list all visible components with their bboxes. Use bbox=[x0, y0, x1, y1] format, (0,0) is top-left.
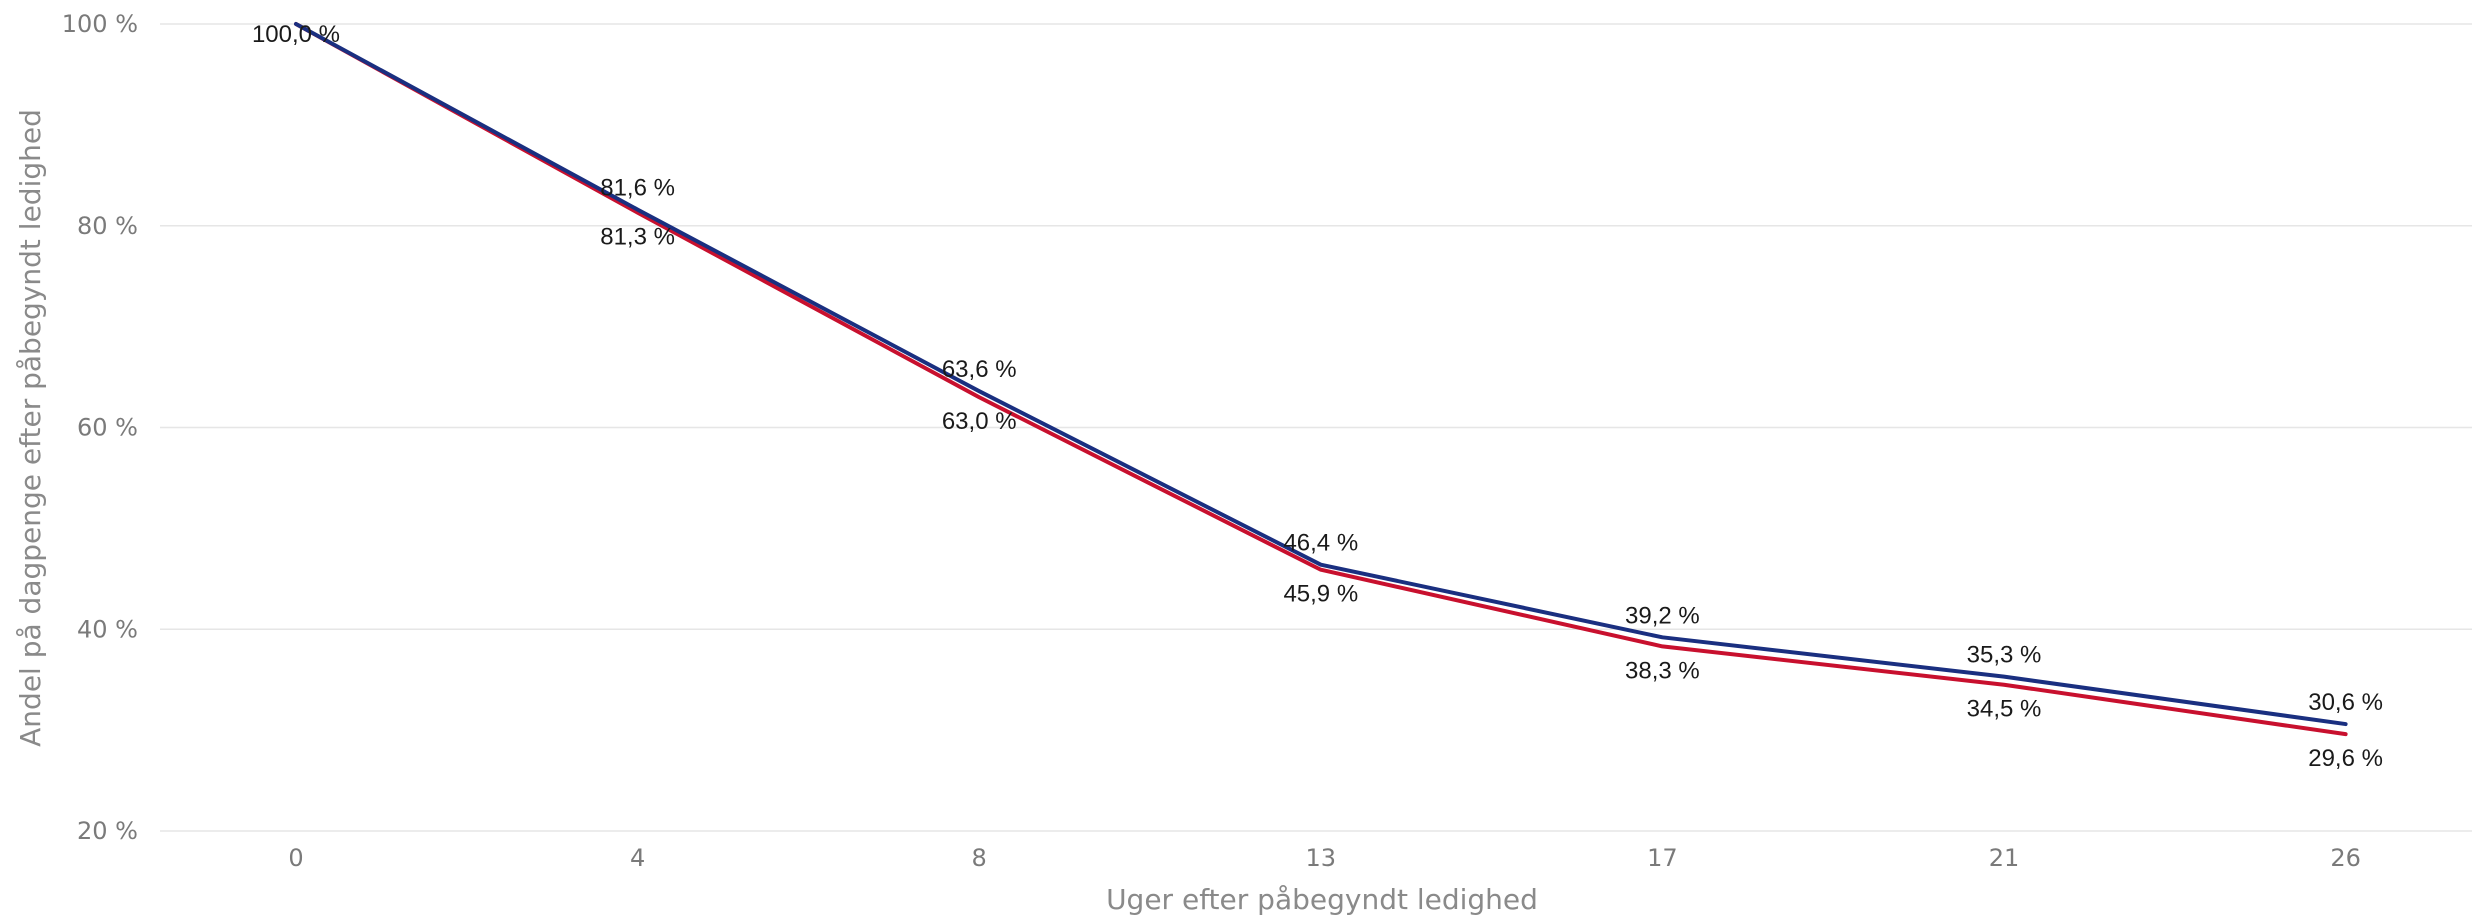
x-tick-label: 8 bbox=[972, 844, 987, 872]
series-line-blue bbox=[294, 22, 2348, 727]
x-tick-label: 26 bbox=[2330, 844, 2361, 872]
data-label-red: 29,6 % bbox=[2308, 745, 2383, 772]
data-label-red: 38,3 % bbox=[1625, 657, 1700, 684]
x-tick-label: 13 bbox=[1306, 844, 1337, 872]
y-tick-label: 100 % bbox=[62, 10, 138, 38]
data-label-blue: 63,6 % bbox=[942, 356, 1017, 383]
data-label-red: 45,9 % bbox=[1283, 581, 1358, 608]
y-tick-label: 20 % bbox=[77, 817, 138, 845]
x-tick-label: 21 bbox=[1989, 844, 2020, 872]
y-tick-label: 60 % bbox=[77, 414, 138, 442]
y-axis-ticks: 20 % 40 % 60 % 80 % 100 % bbox=[62, 10, 138, 845]
x-axis-title: Uger efter påbegyndt ledighed bbox=[1106, 883, 1538, 916]
data-label-blue: 35,3 % bbox=[1967, 642, 2042, 669]
series-line-red bbox=[294, 22, 2348, 737]
data-label-red: 63,0 % bbox=[942, 408, 1017, 435]
data-label-blue: 100,0 % bbox=[252, 21, 340, 48]
x-tick-label: 17 bbox=[1647, 844, 1678, 872]
series-lines bbox=[294, 22, 2348, 737]
x-axis-ticks: 0 4 8 13 17 21 26 bbox=[288, 844, 2361, 872]
y-tick-label: 80 % bbox=[77, 212, 138, 240]
data-label-red: 34,5 % bbox=[1967, 696, 2042, 723]
data-label-red: 81,3 % bbox=[600, 224, 675, 251]
data-label-blue: 30,6 % bbox=[2308, 689, 2383, 716]
data-label-blue: 46,4 % bbox=[1283, 530, 1358, 557]
x-tick-label: 0 bbox=[288, 844, 303, 872]
y-tick-label: 40 % bbox=[77, 615, 138, 643]
data-labels: 100,0 % 81,6 % 63,6 % 46,4 % 39,2 % 35,3 % 30,… bbox=[252, 21, 2383, 772]
data-label-blue: 39,2 % bbox=[1625, 602, 1700, 629]
data-label-blue: 81,6 % bbox=[600, 175, 675, 202]
x-tick-label: 4 bbox=[630, 844, 645, 872]
y-axis-title: Andel på dagpenge efter påbegyndt ledigh… bbox=[14, 109, 47, 747]
gridlines bbox=[160, 23, 2472, 832]
